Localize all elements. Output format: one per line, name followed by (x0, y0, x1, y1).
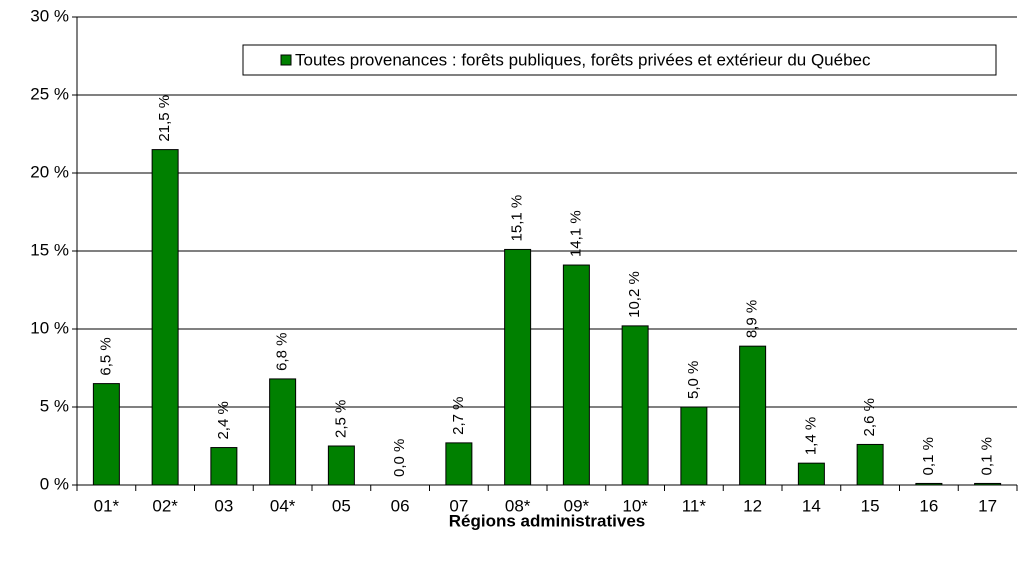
legend-swatch (280, 54, 292, 66)
bar (327, 445, 355, 486)
y-tick-label: 20 % (30, 162, 69, 181)
value-label: 6,8 % (274, 333, 291, 371)
x-tick-label: 16 (919, 496, 938, 515)
y-tick-label: 10 % (30, 318, 69, 337)
x-tick-label: 06 (391, 496, 410, 515)
bar (621, 325, 649, 486)
value-label: 2,4 % (215, 401, 232, 439)
bar (151, 149, 179, 486)
value-label: 2,6 % (861, 398, 878, 436)
x-tick-label: 10* (622, 496, 648, 515)
value-label: 1,4 % (802, 417, 819, 455)
x-tick-label: 14 (802, 496, 821, 515)
value-label: 2,5 % (332, 400, 349, 438)
bar (915, 482, 943, 486)
value-label: 0,1 % (920, 437, 937, 475)
bar (562, 264, 590, 486)
bar (92, 383, 120, 486)
x-tick-label: 01* (94, 496, 120, 515)
x-tick-label: 04* (270, 496, 296, 515)
legend-label: Toutes provenances : forêts publiques, f… (295, 50, 871, 69)
bar (974, 482, 1002, 486)
bar (445, 442, 473, 486)
value-label: 21,5 % (156, 95, 173, 142)
x-axis-label: Régions administratives (449, 511, 646, 530)
x-tick-label: 02* (152, 496, 178, 515)
value-label: 10,2 % (626, 271, 643, 318)
y-tick-label: 5 % (40, 396, 69, 415)
value-label: 14,1 % (567, 210, 584, 257)
value-label: 5,0 % (685, 361, 702, 399)
value-label: 0,1 % (979, 437, 996, 475)
bar (269, 378, 297, 486)
x-tick-label: 11* (682, 496, 707, 515)
bar (856, 443, 884, 486)
bar (210, 447, 238, 486)
x-tick-label: 08* (505, 496, 531, 515)
legend-box (242, 44, 997, 76)
y-tick-label: 0 % (40, 474, 69, 493)
bar (797, 462, 825, 486)
bar (504, 248, 532, 486)
value-label: 15,1 % (509, 195, 526, 242)
value-label: 6,5 % (97, 337, 114, 375)
x-tick-label: 05 (332, 496, 351, 515)
x-tick-label: 15 (861, 496, 880, 515)
x-tick-label: 12 (743, 496, 762, 515)
y-tick-label: 25 % (30, 84, 69, 103)
x-tick-label: 09* (564, 496, 590, 515)
value-label: 2,7 % (450, 397, 467, 435)
y-tick-label: 15 % (30, 240, 69, 259)
x-tick-label: 17 (978, 496, 997, 515)
x-tick-label: 03 (214, 496, 233, 515)
x-tick-label: 07 (449, 496, 468, 515)
bar (739, 345, 767, 486)
bar (680, 406, 708, 486)
y-tick-label: 30 % (30, 6, 69, 25)
value-label: 0,0 % (391, 439, 408, 477)
value-label: 8,9 % (744, 300, 761, 338)
